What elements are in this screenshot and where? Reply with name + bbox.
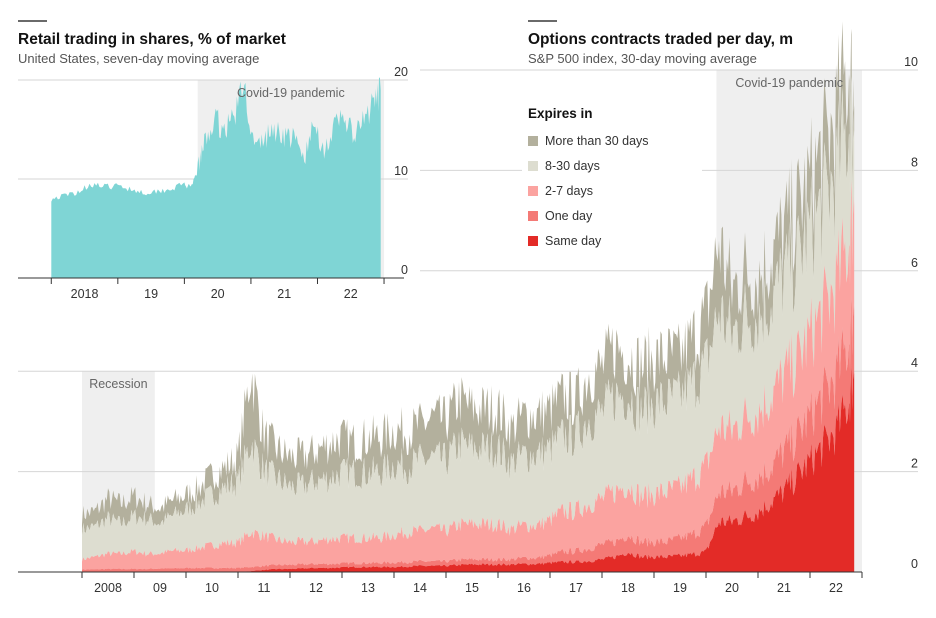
options-x-ticks: 2008 09 10 11 12 13 14 15 16 17 18 19 20 21 22 xyxy=(81,572,863,595)
options-area-same-day xyxy=(82,364,855,572)
options-y-tick-label: 0 xyxy=(911,557,918,571)
legend-swatch-days-2-7 xyxy=(528,186,538,196)
options-stacked-areas xyxy=(82,21,855,572)
options-shade-labels: Recession Covid-19 pandemic xyxy=(89,76,843,391)
retail-chart: 2018 19 20 21 22 0 10 20 Covid-19 pandemic Ret… xyxy=(0,0,420,308)
options-x-tick-label: 15 xyxy=(465,581,479,595)
legend-label-one-day: One day xyxy=(545,209,593,223)
options-x-tick-label: 13 xyxy=(361,581,375,595)
legend-swatch-same-day xyxy=(528,236,538,246)
options-x-tick-label: 18 xyxy=(621,581,635,595)
retail-x-ticks: 2018 19 20 21 22 xyxy=(50,278,385,301)
retail-y-tick-label: 10 xyxy=(394,164,408,178)
options-x-tick-label: 10 xyxy=(205,581,219,595)
legend-label-days-8-30: 8-30 days xyxy=(545,159,600,173)
retail-x-tick-label: 22 xyxy=(344,287,358,301)
options-y-tick-label: 6 xyxy=(911,256,918,270)
options-shade-label: Covid-19 pandemic xyxy=(735,76,843,90)
retail-x-tick-label: 2018 xyxy=(71,287,99,301)
options-x-tick-label: 19 xyxy=(673,581,687,595)
options-x-tick-label: 12 xyxy=(309,581,323,595)
options-y-tick-label: 10 xyxy=(904,55,918,69)
options-x-tick-label: 09 xyxy=(153,581,167,595)
options-legend: Expires in More than 30 days 8-30 days 2-7… xyxy=(522,100,702,262)
retail-area xyxy=(51,77,381,278)
retail-shade-labels: Covid-19 pandemic xyxy=(237,86,345,100)
options-x-tick-label: 17 xyxy=(569,581,583,595)
retail-area-series xyxy=(51,77,381,278)
options-subtitle: S&P 500 index, 30-day moving average xyxy=(528,51,757,66)
options-x-tick-label: 2008 xyxy=(94,581,122,595)
legend-label-more-than-30: More than 30 days xyxy=(545,134,649,148)
options-y-ticks: 0 2 4 6 8 10 xyxy=(904,55,918,571)
options-x-tick-label: 14 xyxy=(413,581,427,595)
options-title: Options contracts traded per day, m xyxy=(528,31,793,48)
retail-subtitle: United States, seven-day moving average xyxy=(18,51,259,66)
options-area-more-than-30 xyxy=(82,21,855,537)
options-x-tick-label: 22 xyxy=(829,581,843,595)
options-chart: 2008 09 10 11 12 13 14 15 16 17 18 19 20 21 22 0 2 4 6 8 10… xyxy=(18,20,918,595)
retail-x-tick-label: 21 xyxy=(277,287,291,301)
legend-label-same-day: Same day xyxy=(545,234,602,248)
retail-y-ticks: 0 10 20 xyxy=(394,65,408,277)
legend-label-days-2-7: 2-7 days xyxy=(545,184,593,198)
options-x-tick-label: 20 xyxy=(725,581,739,595)
legend-swatch-one-day xyxy=(528,211,538,221)
options-x-tick-label: 11 xyxy=(258,581,271,595)
legend-items: More than 30 days 8-30 days 2-7 days One da… xyxy=(528,134,649,248)
options-x-tick-label: 16 xyxy=(517,581,531,595)
options-area-days-8-30 xyxy=(82,76,855,562)
retail-shade-label: Covid-19 pandemic xyxy=(237,86,345,100)
options-y-tick-label: 2 xyxy=(911,457,918,471)
options-y-tick-label: 4 xyxy=(911,356,918,370)
legend-background xyxy=(522,100,702,262)
retail-y-tick-label: 20 xyxy=(394,65,408,79)
options-x-tick-label: 21 xyxy=(777,581,791,595)
legend-swatch-days-8-30 xyxy=(528,161,538,171)
legend-swatch-more-than-30 xyxy=(528,136,538,146)
options-shade-label: Recession xyxy=(89,377,147,391)
legend-title: Expires in xyxy=(528,106,593,121)
options-y-tick-label: 8 xyxy=(911,155,918,169)
retail-x-tick-label: 19 xyxy=(144,287,158,301)
retail-x-tick-label: 20 xyxy=(211,287,225,301)
retail-title: Retail trading in shares, % of market xyxy=(18,31,286,48)
retail-y-tick-label: 0 xyxy=(401,263,408,277)
